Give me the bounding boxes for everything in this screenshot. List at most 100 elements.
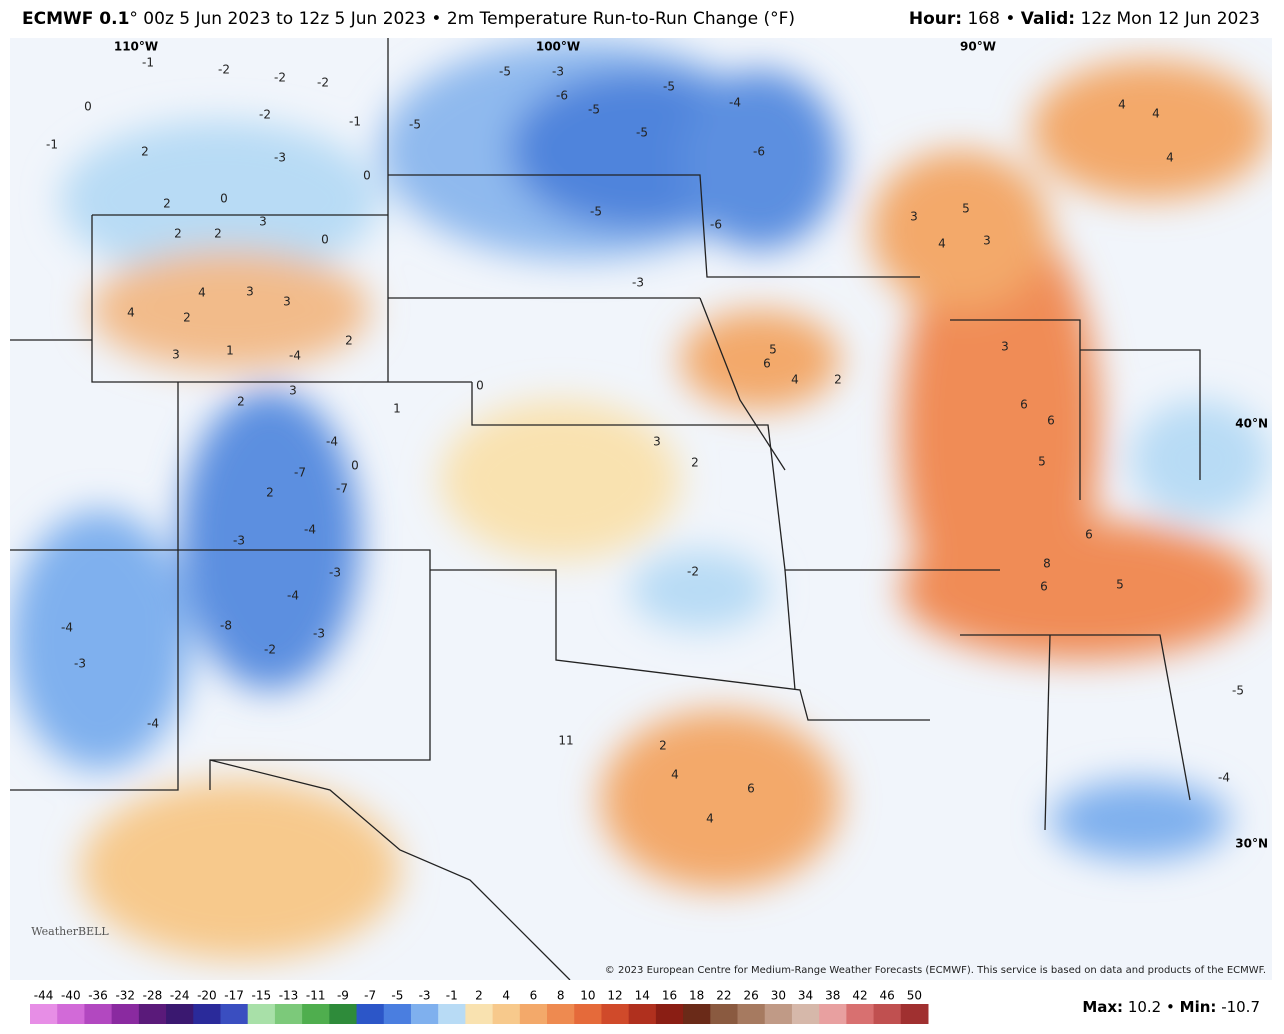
station-value: -2 <box>218 63 230 77</box>
colorbar-tick-label: 30 <box>771 989 786 1003</box>
station-value: 2 <box>237 395 245 409</box>
colorbar-tick-label: -44 <box>34 989 54 1003</box>
colorbar-swatch <box>57 1004 85 1024</box>
station-value: 4 <box>1118 98 1126 112</box>
separator: • <box>1166 998 1175 1016</box>
colorbar-tick-label: -5 <box>391 989 403 1003</box>
station-value: -4 <box>61 621 73 635</box>
colorbar: -44 -40 -36 -32 -28 -24 -20 -17 -15 -13 -11 -9 -7 -5-… <box>30 989 929 1024</box>
station-value: -2 <box>259 108 271 122</box>
station-value: -5 <box>588 103 600 117</box>
station-value: 1 <box>393 402 401 416</box>
station-value: 6 <box>1047 414 1055 428</box>
colorbar-tick-label: -24 <box>170 989 190 1003</box>
station-value: 3 <box>172 348 180 362</box>
station-value: 0 <box>476 379 484 393</box>
station-value: -6 <box>753 145 765 159</box>
colorbar-tick-label: -7 <box>364 989 376 1003</box>
station-value: 2 <box>691 456 699 470</box>
station-value: -4 <box>1218 771 1230 785</box>
min-label: Min: <box>1180 998 1217 1016</box>
station-value: 4 <box>706 812 714 826</box>
station-value: -4 <box>287 589 299 603</box>
station-value: -2 <box>317 76 329 90</box>
field <box>10 40 1270 960</box>
station-value: 6 <box>1040 580 1048 594</box>
colorbar-tick-label: -15 <box>251 989 271 1003</box>
station-value: 3 <box>653 435 661 449</box>
colorbar-tick-label: 42 <box>852 989 867 1003</box>
station-value: -4 <box>147 717 159 731</box>
colorbar-swatch <box>383 1004 412 1024</box>
footer: Max: 10.2 • Min: -10.7 <box>1082 998 1260 1016</box>
station-value: 2 <box>214 227 222 241</box>
colorbar-tick-label: -32 <box>115 989 135 1003</box>
station-value: 3 <box>246 285 254 299</box>
latitude-label: 30°N <box>1235 837 1268 851</box>
longitude-label: 100°W <box>536 40 580 54</box>
colorbar-tick-label: -1 <box>446 989 458 1003</box>
station-value: 4 <box>1152 107 1160 121</box>
colorbar-swatch <box>84 1004 113 1024</box>
colorbar-tick-label: 38 <box>825 989 840 1003</box>
station-value: 2 <box>141 145 149 159</box>
station-value: -3 <box>552 65 564 79</box>
map <box>10 38 1272 980</box>
latitude-label: 40°N <box>1235 417 1268 431</box>
station-labels: -1 -2-2 -20-2 -1-1 2 -302 032 2 04 334 223 1 -432 1-4… <box>46 56 1244 826</box>
station-value: -5 <box>499 65 511 79</box>
station-value: 2 <box>659 739 667 753</box>
station-value: 8 <box>1043 557 1051 571</box>
station-value: 3 <box>289 384 297 398</box>
station-value: -3 <box>329 566 341 580</box>
separator: • <box>1005 9 1015 29</box>
colorbar-swatch <box>138 1004 167 1024</box>
colorbar-tick-label: -36 <box>88 989 108 1003</box>
model: ECMWF 0.1 <box>22 9 129 29</box>
station-value: -7 <box>336 482 348 496</box>
colorbar-tick-label: 14 <box>635 989 650 1003</box>
station-value: -7 <box>294 466 306 480</box>
station-value: 0 <box>351 459 359 473</box>
colorbar-swatch <box>193 1004 221 1024</box>
colorbar-swatch <box>30 1004 58 1024</box>
colorbar-tick-label: -3 <box>419 989 431 1003</box>
colorbar-swatch <box>846 1004 875 1024</box>
colorbar-swatch <box>601 1004 630 1024</box>
colorbar-tick-label: 12 <box>607 989 622 1003</box>
hour-label: Hour: <box>909 9 962 29</box>
station-value: 3 <box>283 295 291 309</box>
colorbar-swatch <box>764 1004 793 1024</box>
hour: 168 <box>967 9 999 29</box>
station-value: -1 <box>142 56 154 70</box>
colorbar-swatch <box>410 1004 439 1024</box>
colorbar-swatch <box>247 1004 276 1024</box>
station-value: 4 <box>671 768 679 782</box>
station-value: 5 <box>962 202 970 216</box>
station-value: -4 <box>729 96 741 110</box>
station-value: -6 <box>710 218 722 232</box>
station-value: -3 <box>313 627 325 641</box>
colorbar-swatch <box>574 1004 602 1024</box>
station-value: 0 <box>321 233 329 247</box>
colorbar-tick-label: 18 <box>689 989 704 1003</box>
station-value: 4 <box>938 237 946 251</box>
colorbar-swatch <box>492 1004 521 1024</box>
colorbar-tick-label: 22 <box>716 989 731 1003</box>
station-value: 1 <box>226 344 234 358</box>
station-value: 3 <box>259 215 267 229</box>
colorbar-swatch <box>220 1004 249 1024</box>
station-value: 6 <box>1020 398 1028 412</box>
station-value: 4 <box>198 286 206 300</box>
station-value: 2 <box>163 197 171 211</box>
valid: 12z Mon 12 Jun 2023 <box>1081 9 1260 29</box>
colorbar-tick-label: -9 <box>337 989 349 1003</box>
station-value: -5 <box>1232 684 1244 698</box>
colorbar-tick-label: -17 <box>224 989 244 1003</box>
station-value: -2 <box>264 643 276 657</box>
colorbar-swatch <box>547 1004 575 1024</box>
longitude-label: 90°W <box>960 40 996 54</box>
station-value: 2 <box>266 486 274 500</box>
